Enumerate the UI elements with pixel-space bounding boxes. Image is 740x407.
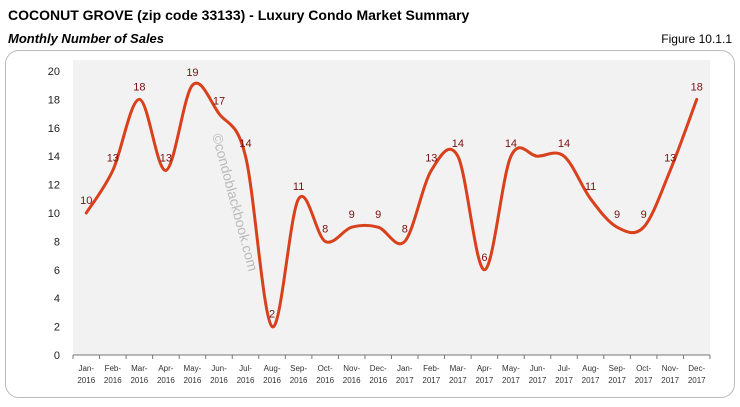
x-tick-label: 2017 xyxy=(475,376,493,385)
y-tick-label: 12 xyxy=(48,180,60,192)
x-tick-label: 2016 xyxy=(290,376,308,385)
x-tick-label: Mar- xyxy=(450,364,467,373)
data-label: 14 xyxy=(558,138,570,150)
x-tick-label: May- xyxy=(184,364,202,373)
x-tick-label: Feb- xyxy=(105,364,122,373)
x-tick-label: Sep- xyxy=(609,364,626,373)
chart-frame xyxy=(5,50,735,398)
x-tick-label: 2016 xyxy=(369,376,387,385)
y-tick-label: 10 xyxy=(48,208,60,220)
x-tick-label: 2016 xyxy=(104,376,122,385)
x-tick-label: Feb- xyxy=(423,364,440,373)
data-label: 13 xyxy=(160,152,172,164)
x-tick-label: Sep- xyxy=(290,364,307,373)
data-label: 10 xyxy=(80,195,92,207)
x-tick-label: Jan- xyxy=(78,364,94,373)
data-label: 2 xyxy=(269,309,275,321)
data-label: 9 xyxy=(614,209,620,221)
data-label: 8 xyxy=(322,223,328,235)
x-tick-label: Apr- xyxy=(158,364,173,373)
x-tick-label: Dec- xyxy=(688,364,705,373)
data-label: 14 xyxy=(452,138,464,150)
x-tick-label: Oct- xyxy=(318,364,333,373)
x-tick-label: Nov- xyxy=(343,364,360,373)
data-label: 8 xyxy=(402,223,408,235)
x-tick-label: 2017 xyxy=(396,376,414,385)
figure-number: Figure 10.1.1 xyxy=(661,32,732,46)
x-tick-label: Jul- xyxy=(558,364,571,373)
x-tick-label: Jan- xyxy=(397,364,413,373)
data-label: 11 xyxy=(293,181,304,193)
x-tick-label: 2016 xyxy=(263,376,281,385)
x-tick-label: Jun- xyxy=(530,364,546,373)
y-tick-label: 14 xyxy=(48,151,60,163)
x-tick-label: 2017 xyxy=(688,376,706,385)
x-tick-label: Apr- xyxy=(477,364,492,373)
y-tick-label: 4 xyxy=(54,293,60,305)
data-label: 9 xyxy=(375,209,381,221)
x-tick-label: 2016 xyxy=(237,376,255,385)
x-tick-label: 2016 xyxy=(130,376,148,385)
y-tick-label: 20 xyxy=(48,66,60,78)
data-label: 13 xyxy=(664,152,676,164)
x-tick-label: 2017 xyxy=(422,376,440,385)
data-label: 6 xyxy=(481,252,487,264)
data-label: 17 xyxy=(213,96,225,108)
chart-subtitle: Monthly Number of Sales xyxy=(8,31,165,46)
y-tick-label: 0 xyxy=(54,350,60,362)
data-label: 19 xyxy=(186,67,198,79)
x-tick-label: Jul- xyxy=(239,364,252,373)
x-tick-label: Jun- xyxy=(211,364,227,373)
data-label: 11 xyxy=(585,181,596,193)
sales-line xyxy=(84,81,699,329)
x-tick-label: 2017 xyxy=(502,376,520,385)
x-tick-label: 2017 xyxy=(449,376,467,385)
x-tick-label: Nov- xyxy=(662,364,679,373)
y-tick-label: 18 xyxy=(48,94,60,106)
x-tick-label: Dec- xyxy=(370,364,387,373)
y-tick-label: 8 xyxy=(54,236,60,248)
data-label: 9 xyxy=(641,209,647,221)
page-title: COCONUT GROVE (zip code 33133) - Luxury … xyxy=(8,7,470,23)
x-tick-label: Mar- xyxy=(131,364,148,373)
x-tick-label: 2016 xyxy=(210,376,228,385)
y-tick-label: 16 xyxy=(48,123,60,135)
x-tick-label: 2017 xyxy=(529,376,547,385)
data-label: 14 xyxy=(239,138,251,150)
data-label: 18 xyxy=(691,81,703,93)
x-tick-label: 2017 xyxy=(582,376,600,385)
y-tick-label: 6 xyxy=(54,265,60,277)
x-tick-label: 2016 xyxy=(343,376,361,385)
x-tick-label: 2017 xyxy=(555,376,573,385)
y-tick-label: 2 xyxy=(54,322,60,334)
x-tick-label: 2017 xyxy=(608,376,626,385)
x-tick-label: May- xyxy=(502,364,520,373)
data-label: 14 xyxy=(505,138,517,150)
x-tick-label: Oct- xyxy=(636,364,651,373)
x-tick-label: Aug- xyxy=(582,364,599,373)
x-tick-label: 2016 xyxy=(184,376,202,385)
data-label: 18 xyxy=(133,81,145,93)
data-label: 9 xyxy=(349,209,355,221)
data-label: 13 xyxy=(425,152,437,164)
plot-area xyxy=(73,60,710,355)
data-label: 13 xyxy=(107,152,119,164)
x-tick-label: 2016 xyxy=(77,376,95,385)
x-tick-label: 2017 xyxy=(635,376,653,385)
x-tick-label: Aug- xyxy=(264,364,281,373)
x-tick-label: 2016 xyxy=(316,376,334,385)
x-tick-label: 2017 xyxy=(661,376,679,385)
x-tick-label: 2016 xyxy=(157,376,175,385)
